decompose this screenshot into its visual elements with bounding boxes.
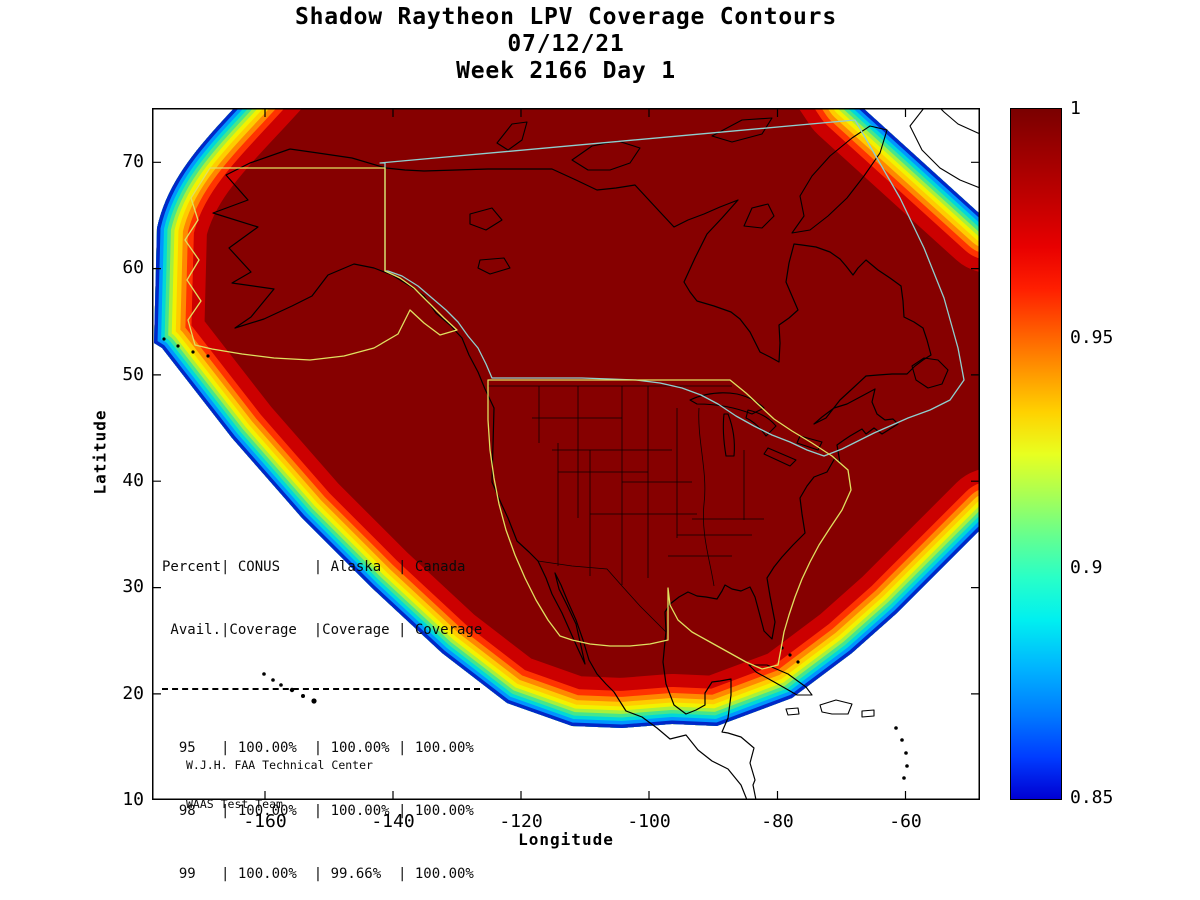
table-row: 98 | 100.00% | 100.00% | 100.00% (162, 803, 474, 819)
y-axis-label: Latitude (90, 409, 110, 495)
x-tick-label: -120 (499, 811, 543, 832)
title-date: 07/12/21 (507, 31, 625, 57)
colorbar-tick-label: 1 (1070, 98, 1081, 119)
title-week-day: Week 2166 Day 1 (456, 58, 676, 84)
credit-line: W.J.H. FAA Technical Center (186, 758, 373, 772)
plot-frame (152, 108, 980, 800)
credit-line: WAAS Test Team (186, 797, 283, 811)
x-axis-label: Longitude (518, 830, 614, 849)
table-row: 95 | 100.00% | 100.00% | 100.00% (162, 740, 474, 756)
page-title: Shadow Raytheon LPV Coverage Contours (295, 4, 837, 30)
x-tick-label: -100 (627, 811, 671, 832)
small-islands (162, 337, 909, 780)
table-header-row-1: Percent| CONUS | Alaska | Canada (162, 559, 466, 575)
table-divider (162, 688, 480, 690)
x-tick-label: -160 (243, 811, 287, 832)
alaska-service-outline (184, 167, 458, 361)
y-tick-label: 70 (122, 151, 144, 172)
x-tick-label: -140 (371, 811, 415, 832)
colorbar-tick-label: 0.9 (1070, 557, 1103, 578)
y-tick-label: 10 (122, 789, 144, 810)
y-tick-label: 40 (122, 470, 144, 491)
conus-service-outline (487, 379, 852, 670)
state-borders (488, 385, 764, 633)
service-area-outlines (184, 167, 852, 670)
title-block: Shadow Raytheon LPV Coverage Contours 07… (152, 4, 980, 85)
table-row: 99 | 100.00% | 99.66% | 100.00% (162, 866, 474, 882)
coverage-map-plot (152, 108, 980, 800)
y-tick-label: 50 (122, 364, 144, 385)
coastline (212, 148, 932, 800)
colorbar-tick-label: 0.95 (1070, 327, 1114, 348)
colorbar-tick-label: 0.85 (1070, 787, 1114, 808)
coverage-table: Percent| CONUS | Alaska | Canada Avail.|… (162, 515, 482, 900)
y-tick-label: 30 (122, 576, 144, 597)
table-header-row-2: Avail.|Coverage |Coverage | Coverage (162, 622, 483, 638)
credit-block: W.J.H. FAA Technical Center WAAS Test Te… (186, 733, 373, 837)
y-tick-label: 60 (122, 257, 144, 278)
x-tick-label: -60 (889, 811, 922, 832)
canada-service-outline (379, 119, 965, 457)
y-tick-label: 20 (122, 683, 144, 704)
x-tick-label: -80 (761, 811, 794, 832)
colorbar (1010, 108, 1062, 800)
